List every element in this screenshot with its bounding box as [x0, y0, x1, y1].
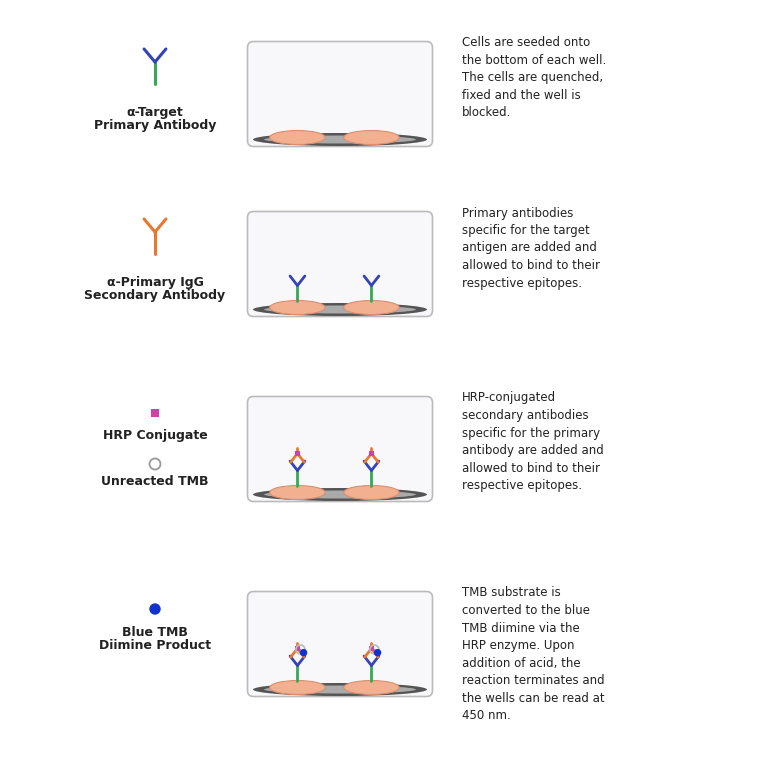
Ellipse shape [253, 683, 427, 696]
Ellipse shape [264, 135, 416, 144]
Text: HRP Conjugate: HRP Conjugate [102, 429, 207, 442]
Ellipse shape [264, 685, 416, 694]
Ellipse shape [344, 300, 400, 315]
Ellipse shape [264, 306, 416, 313]
Text: Diimine Product: Diimine Product [99, 639, 211, 652]
Text: Cells are seeded onto
the bottom of each well.
The cells are quenched,
fixed and: Cells are seeded onto the bottom of each… [462, 37, 607, 119]
Circle shape [300, 649, 306, 656]
Text: HRP-conjugated
secondary antibodies
specific for the primary
antibody are added : HRP-conjugated secondary antibodies spec… [462, 391, 604, 492]
Ellipse shape [270, 485, 325, 500]
FancyBboxPatch shape [248, 212, 432, 316]
Text: Primary Antibody: Primary Antibody [94, 119, 216, 132]
Text: Secondary Antibody: Secondary Antibody [85, 289, 225, 302]
Ellipse shape [253, 488, 427, 501]
FancyBboxPatch shape [248, 41, 432, 147]
Circle shape [374, 649, 380, 656]
Circle shape [150, 604, 160, 614]
Text: Blue TMB: Blue TMB [122, 626, 188, 639]
FancyBboxPatch shape [151, 409, 159, 417]
Ellipse shape [253, 133, 427, 146]
Ellipse shape [270, 131, 325, 144]
Ellipse shape [270, 681, 325, 694]
Ellipse shape [344, 681, 400, 694]
Ellipse shape [264, 490, 416, 498]
Text: α-Primary IgG: α-Primary IgG [106, 276, 203, 289]
FancyBboxPatch shape [295, 646, 300, 651]
FancyBboxPatch shape [248, 591, 432, 697]
Ellipse shape [253, 303, 427, 316]
FancyBboxPatch shape [248, 397, 432, 501]
Ellipse shape [270, 300, 325, 315]
Ellipse shape [344, 485, 400, 500]
FancyBboxPatch shape [295, 451, 300, 456]
FancyBboxPatch shape [369, 646, 374, 651]
Ellipse shape [344, 131, 400, 144]
Text: Unreacted TMB: Unreacted TMB [102, 475, 209, 488]
Text: α-Target: α-Target [127, 106, 183, 119]
FancyBboxPatch shape [369, 451, 374, 456]
Text: Primary antibodies
specific for the target
antigen are added and
allowed to bind: Primary antibodies specific for the targ… [462, 206, 600, 290]
Text: TMB substrate is
converted to the blue
TMB diimine via the
HRP enzyme. Upon
addi: TMB substrate is converted to the blue T… [462, 587, 604, 722]
